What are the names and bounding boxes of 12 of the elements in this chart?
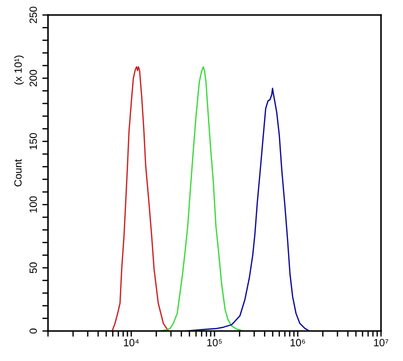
x-tick-label: 10⁷ <box>374 338 388 346</box>
y-tick-label: 250 <box>30 6 37 24</box>
x-tick-label: 10⁵ <box>207 338 222 346</box>
y-tick-label: 0 <box>30 328 37 334</box>
y-tick-label: 200 <box>30 70 37 86</box>
y-tick-label: 150 <box>30 133 37 150</box>
text: (x 10¹) <box>14 56 24 84</box>
y-tick-label: 50 <box>30 262 37 274</box>
y-axis-title: Count <box>14 159 22 186</box>
x-tick-label: 10⁶ <box>290 338 306 346</box>
y-tick-label: 100 <box>30 196 37 212</box>
x-tick-label: 10⁴ <box>124 338 139 346</box>
